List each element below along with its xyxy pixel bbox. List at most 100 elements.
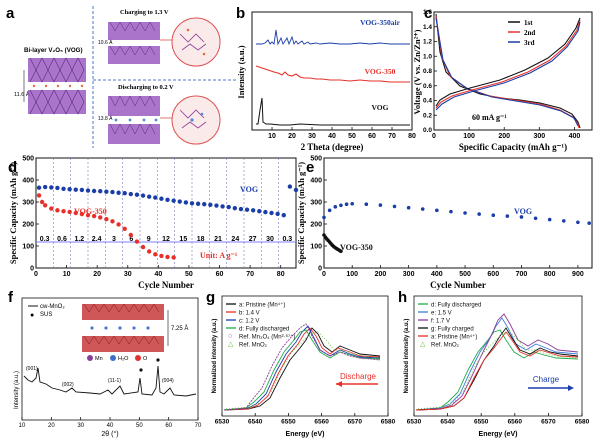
xtick-label-e: 200 xyxy=(375,271,387,278)
legend-entry-g: c: 1.2 V xyxy=(239,319,259,325)
xtick-label-g: 6530 xyxy=(215,419,230,426)
point-d-vog xyxy=(220,204,225,209)
point-d-vog xyxy=(275,211,280,217)
rate-label: 6 xyxy=(129,236,133,243)
unit-label-d: Unit: A g⁻¹ xyxy=(200,251,238,260)
series-line-g-pristine xyxy=(223,327,381,411)
point-d-vog xyxy=(116,190,121,195)
point-e-vog xyxy=(491,213,496,218)
charged-structure xyxy=(108,17,221,67)
point-d-vog xyxy=(281,212,286,218)
point-d-vog xyxy=(244,207,250,212)
point-e-vog xyxy=(392,204,397,209)
panel-letter-e: e xyxy=(306,159,314,176)
xtick-label-h: 6550 xyxy=(474,419,489,426)
xlabel-f: 2θ (°) xyxy=(101,430,118,438)
ticks-f: 10 20 30 40 50 60 70 xyxy=(19,417,202,429)
point-e-vog xyxy=(463,211,467,215)
point-d-vog-350 xyxy=(73,210,78,216)
mno2-structure: 7.25 Å xyxy=(82,303,188,352)
atom-h2o: H₂O xyxy=(118,356,129,362)
point-d-vog xyxy=(128,191,134,197)
legend-marker-h: △ xyxy=(420,341,426,348)
xtick-label-g: 6570 xyxy=(348,419,363,426)
xtick-label-d: 60 xyxy=(216,271,224,278)
xtick-label-f: 30 xyxy=(77,423,84,429)
point-d-vog xyxy=(287,184,293,189)
series-line-2nd-charge xyxy=(435,19,581,109)
point-d-vog xyxy=(171,198,176,203)
panel-letter-c: c xyxy=(424,5,432,22)
xtick-label-c: 300 xyxy=(533,133,545,140)
rate-label: 21 xyxy=(214,236,222,243)
series-line-g-12v xyxy=(223,325,381,411)
point-d-vog xyxy=(257,209,262,214)
xtick-label-e: 100 xyxy=(346,271,358,278)
xtick-label-d: 50 xyxy=(185,271,193,278)
series-line-1st-charge xyxy=(435,17,581,107)
point-d-vog xyxy=(232,205,238,211)
xrd-line-f xyxy=(23,365,197,397)
marks-e xyxy=(322,201,591,254)
point-e-vog xyxy=(333,205,338,209)
point-d-vog xyxy=(263,209,268,215)
series-line-2nd xyxy=(435,15,580,129)
panel-letter-b: b xyxy=(236,5,245,22)
ylabel-f: Intensity (a.u.) xyxy=(14,371,20,409)
point-d-vog-350 xyxy=(134,239,140,244)
ytick-label-c: 0.4 xyxy=(423,98,432,105)
ytick-label-d: 100 xyxy=(22,243,34,250)
discharge-arrow: Discharge xyxy=(336,372,378,387)
series-line-g-mno2 xyxy=(225,331,381,410)
point-d-vog-350 xyxy=(104,216,109,222)
xlabel-b: 2 Theta (degree) xyxy=(301,142,364,152)
xtick-label-c: 400 xyxy=(569,133,581,140)
point-d-vog-350 xyxy=(98,215,103,220)
series-line-h-17v xyxy=(415,313,579,411)
xtick-label-d: 0 xyxy=(34,271,38,278)
rate-label: 27 xyxy=(249,236,257,243)
atom-o: O xyxy=(143,356,148,362)
ytick-label-c: 0.6 xyxy=(423,83,432,90)
point-d-vog-350 xyxy=(153,252,158,257)
point-d-vog xyxy=(153,195,158,200)
point-d-vog-350 xyxy=(140,244,146,250)
panel-letter-f: f xyxy=(8,289,14,306)
point-e-vog xyxy=(350,201,355,206)
point-d-vog-350 xyxy=(67,209,72,215)
legend-entry-g: Ref. MnO₂ xyxy=(239,343,268,349)
discharging-label: Discharging to 0.2 V xyxy=(118,84,174,91)
legend-f-sus: SUS xyxy=(40,312,52,318)
charge-arrow: Charge xyxy=(528,375,574,391)
panel-d: d Cycle Number Specific Capacity (mAh g⁻… xyxy=(8,155,299,290)
xtick-label-c: 100 xyxy=(463,133,475,140)
plot-frame-e xyxy=(323,157,593,269)
peak-001: (001) xyxy=(26,366,38,372)
peak-002: (002) xyxy=(62,382,74,388)
ytick-label-e: 200 xyxy=(310,221,322,228)
rate-label: 9 xyxy=(147,236,151,243)
point-d-vog-350 xyxy=(61,209,66,214)
xtick-label-d: 20 xyxy=(93,271,101,278)
xanes-lines-h xyxy=(415,313,579,411)
rate-label: 15 xyxy=(179,236,187,243)
ticks-c: 0 100 200 300 400 0.0 0.2 0.4 0.6 0.8 1.0 1.2 1.4 1.6 xyxy=(423,9,580,140)
point-e-vog xyxy=(322,215,326,220)
legend-entry-g: a: Pristine (Mn⁴⁺) xyxy=(239,302,285,309)
xtick-label-d: 70 xyxy=(246,271,254,278)
rate-label: 3 xyxy=(112,236,116,243)
ytick-label-e: 100 xyxy=(310,243,322,250)
xtick-label-f: 50 xyxy=(136,423,143,429)
point-d-vog xyxy=(250,208,256,213)
legend-entry-g: Ref. Mn₃O₄ (Mn²·⁶⁷⁺) xyxy=(239,334,295,341)
xtick-label-b: 10 xyxy=(268,133,276,140)
rate-label: 18 xyxy=(197,236,205,243)
spacing-bottom-label: 13.8 Å xyxy=(98,115,113,122)
plot-frame-d xyxy=(35,157,297,269)
spacing-left-label: 11.6 Å xyxy=(14,91,30,98)
legend-marker-g: ○ xyxy=(228,333,232,340)
rate-label: 24 xyxy=(231,236,239,243)
legend-c-1st: 1st xyxy=(524,19,533,27)
spacing-top-label: 10.6 Å xyxy=(98,39,113,46)
legend-d-vog-350: VOG-350 xyxy=(74,207,107,216)
